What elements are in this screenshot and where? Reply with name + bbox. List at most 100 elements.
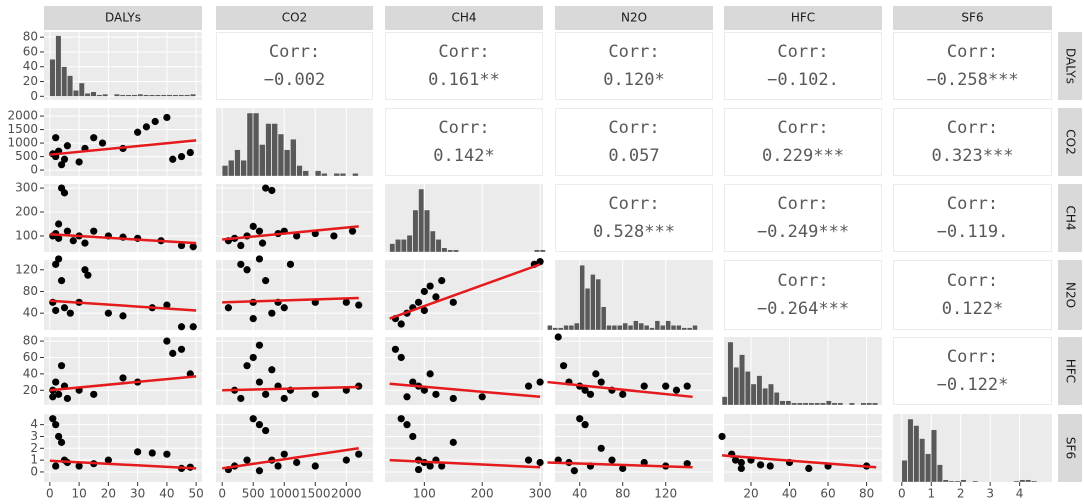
corr-value: −0.249*** xyxy=(757,222,849,242)
scatter-point xyxy=(189,243,197,251)
corr-value: −0.119. xyxy=(937,222,1009,242)
y-tick-label: 80 xyxy=(23,30,38,44)
histogram-bar xyxy=(606,325,612,331)
histogram-bar xyxy=(860,402,867,406)
scatter-point xyxy=(258,239,267,247)
scatter-point xyxy=(397,353,405,362)
histogram-bar xyxy=(389,243,396,253)
histogram-bar xyxy=(931,429,937,483)
scatter-point xyxy=(237,260,245,268)
scatter-point xyxy=(60,304,69,312)
histogram-bar xyxy=(733,367,740,406)
corr-value: −0.102. xyxy=(767,70,839,90)
corr-value: 0.122* xyxy=(942,299,1003,319)
scatter-point xyxy=(438,462,446,470)
histogram-bar xyxy=(687,327,693,331)
histogram-bar xyxy=(925,453,931,483)
corr-value: −0.122* xyxy=(937,375,1009,395)
histogram-bar xyxy=(622,322,628,331)
histogram-bar xyxy=(638,322,644,331)
column-strip-label: CO2 xyxy=(282,11,307,25)
scatter-point xyxy=(224,304,233,312)
histogram-bar xyxy=(49,59,56,97)
histogram-bar xyxy=(547,325,553,331)
scatter-point xyxy=(90,227,98,235)
corr-value: −0.258*** xyxy=(926,70,1018,90)
histogram-bar xyxy=(670,325,677,331)
scatter-point xyxy=(581,421,589,429)
scatter-point xyxy=(255,227,264,235)
corr-panel xyxy=(385,108,543,176)
y-tick-label: 2 xyxy=(30,441,38,455)
corr-panel xyxy=(724,32,882,100)
scatter-point xyxy=(420,287,428,296)
scatter-point xyxy=(342,456,350,464)
scatter-point xyxy=(52,378,60,386)
histogram-bar xyxy=(253,112,260,177)
corr-label: Corr: xyxy=(947,42,998,62)
y-tick-label: 4 xyxy=(30,417,38,431)
histogram-bar xyxy=(837,402,844,406)
histogram-bar xyxy=(172,94,179,97)
histogram-bar xyxy=(424,209,430,253)
scatter-point xyxy=(731,456,740,464)
histogram-bar xyxy=(137,93,144,97)
y-tick-label: 1000 xyxy=(7,136,38,150)
scatter-point xyxy=(718,432,726,441)
histogram-bar xyxy=(401,239,407,253)
scatter-point xyxy=(57,277,66,285)
scatter-point xyxy=(737,464,745,472)
histogram-bar xyxy=(302,170,309,177)
x-tick-label: 30 xyxy=(130,487,145,501)
scatter-point xyxy=(177,323,186,331)
histogram-bar xyxy=(913,425,920,483)
histogram-bar xyxy=(785,400,792,406)
histogram-bar xyxy=(406,235,413,253)
histogram-bar xyxy=(590,274,596,331)
scatter-point xyxy=(268,186,276,195)
scatter-point xyxy=(243,362,251,370)
y-tick-label: 300 xyxy=(15,181,38,195)
histogram-bar xyxy=(240,160,247,177)
scatter-point xyxy=(52,421,60,429)
column-strip xyxy=(724,6,882,30)
corr-label: Corr: xyxy=(777,118,828,138)
scatter-point xyxy=(426,282,434,290)
row-strip-label: DALYs xyxy=(1064,48,1078,84)
corr-value: −0.002 xyxy=(264,70,325,90)
histogram-bar xyxy=(937,464,943,483)
scatter-point xyxy=(75,158,83,166)
scatter-point xyxy=(177,152,186,161)
x-tick-label: 20 xyxy=(743,487,758,501)
scatter-point xyxy=(524,456,533,464)
histogram-bar xyxy=(246,112,253,177)
corr-panel xyxy=(893,108,1052,176)
scatter-point xyxy=(169,349,177,357)
histogram-bar xyxy=(435,239,442,253)
scatter-point xyxy=(570,467,578,475)
histogram-bar xyxy=(73,90,79,97)
scatter-point xyxy=(662,382,670,390)
corr-label: Corr: xyxy=(608,118,659,138)
scatter-point xyxy=(63,142,72,150)
histogram-bar xyxy=(814,402,820,406)
histogram-bar xyxy=(190,93,196,97)
histogram-bar xyxy=(558,327,564,331)
scatter-point xyxy=(576,415,584,423)
histogram-bar xyxy=(791,402,797,406)
fit-line xyxy=(222,447,359,470)
scatter-point xyxy=(49,393,57,401)
corr-panel xyxy=(893,32,1052,100)
fit-line xyxy=(547,380,693,399)
column-strip xyxy=(216,6,373,30)
column-strip xyxy=(385,6,543,30)
corr-panel xyxy=(216,32,373,100)
corr-value: 0.161** xyxy=(428,70,500,90)
corr-value: 0.229*** xyxy=(762,146,844,166)
row-strip xyxy=(1058,32,1082,100)
row-strip-label: SF6 xyxy=(1064,437,1078,459)
row-strip-label: CO2 xyxy=(1064,129,1078,154)
histogram-bar xyxy=(563,325,569,331)
histogram-bar xyxy=(745,371,751,406)
scatter-point xyxy=(432,390,440,398)
